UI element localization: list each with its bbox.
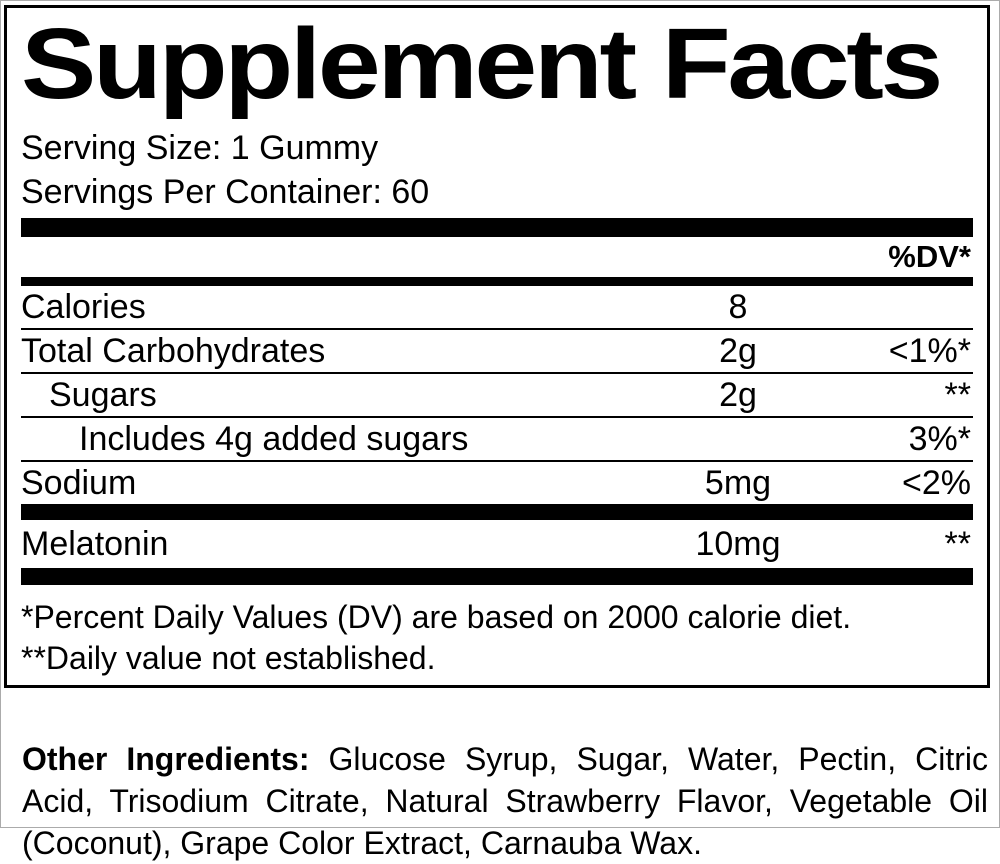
nutrient-amount: 8 [728, 288, 748, 326]
nutrient-daily-value: ** [944, 376, 971, 414]
thick-divider-middle [21, 504, 973, 520]
nutrient-amount: 2g [719, 376, 757, 414]
nutrient-amount: 10mg [695, 525, 781, 563]
row-total-carbohydrates: Total Carbohydrates 2g <1%* [21, 328, 973, 372]
nutrient-table: Calories 8 Total Carbohydrates 2g <1%* S… [21, 286, 973, 504]
row-added-sugars: Includes 4g added sugars 3%* [21, 416, 973, 460]
nutrient-daily-value: ** [944, 525, 971, 563]
nutrient-daily-value: <2% [902, 464, 971, 502]
nutrient-name: Total Carbohydrates [21, 332, 326, 370]
nutrient-amount: 5mg [704, 464, 772, 502]
servings-per-container: Servings Per Container: 60 [21, 173, 430, 211]
nutrient-name: Sodium [21, 464, 137, 502]
other-ingredients-label: Other Ingredients: [22, 741, 310, 777]
medium-divider [21, 277, 973, 286]
serving-size: Serving Size: 1 Gummy [21, 129, 379, 167]
footnotes: *Percent Daily Values (DV) are based on … [21, 597, 973, 679]
row-sugars: Sugars 2g ** [21, 372, 973, 416]
thick-divider-bottom [21, 568, 973, 585]
supplement-label: { "panel": { "title": "Supplement Facts"… [4, 5, 990, 861]
row-calories: Calories 8 [21, 286, 973, 328]
nutrient-name: Melatonin [21, 525, 169, 563]
nutrient-amount: 2g [719, 332, 757, 370]
thick-divider-top [21, 218, 973, 237]
nutrient-name: Includes 4g added sugars [79, 420, 469, 458]
nutrient-name: Sugars [49, 376, 157, 414]
other-ingredients: Other Ingredients: Glucose Syrup, Sugar,… [22, 738, 988, 864]
nutrient-name: Calories [21, 288, 146, 326]
panel-title: Supplement Facts [21, 8, 943, 120]
footnote-not-established: **Daily value not established. [21, 640, 436, 676]
daily-value-column-header: %DV* [888, 239, 971, 274]
footnote-daily-values: *Percent Daily Values (DV) are based on … [21, 599, 852, 635]
nutrient-daily-value: 3%* [908, 420, 971, 458]
row-sodium: Sodium 5mg <2% [21, 460, 973, 504]
row-melatonin: Melatonin 10mg ** [21, 520, 973, 568]
supplement-facts-panel: Supplement Facts Serving Size: 1 Gummy S… [4, 5, 990, 688]
nutrient-daily-value: <1%* [888, 332, 971, 370]
